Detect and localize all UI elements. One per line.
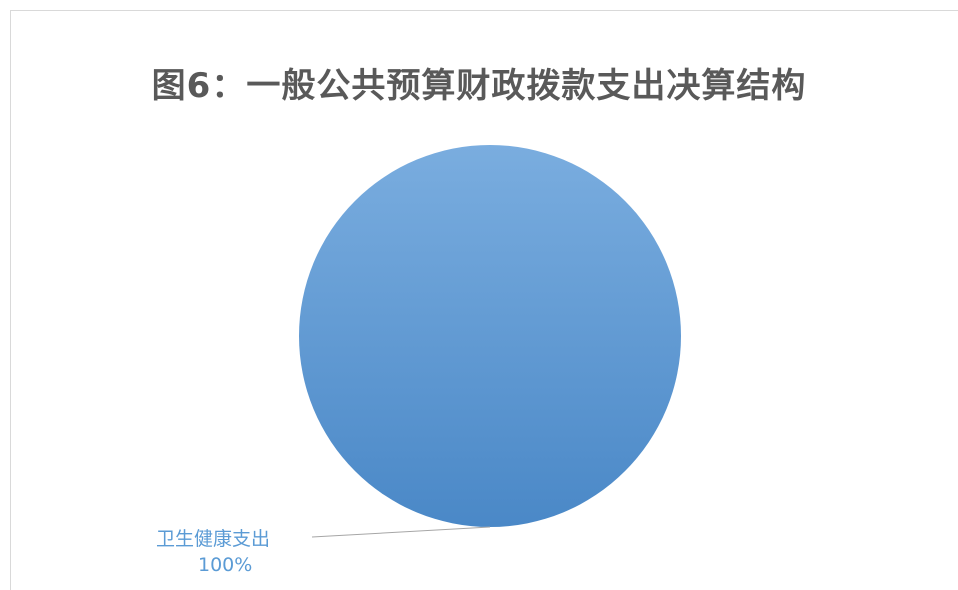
- chart-title: 图6：一般公共预算财政拨款支出决算结构: [151, 66, 807, 106]
- pie-slice: [299, 145, 681, 527]
- pie-slices: [299, 145, 681, 527]
- leader-line: [311, 526, 491, 538]
- slice-label-name: 卫生健康支出: [156, 528, 271, 550]
- slice-label-value: 100%: [198, 554, 253, 576]
- slice-label: 卫生健康支出 100%: [130, 526, 320, 578]
